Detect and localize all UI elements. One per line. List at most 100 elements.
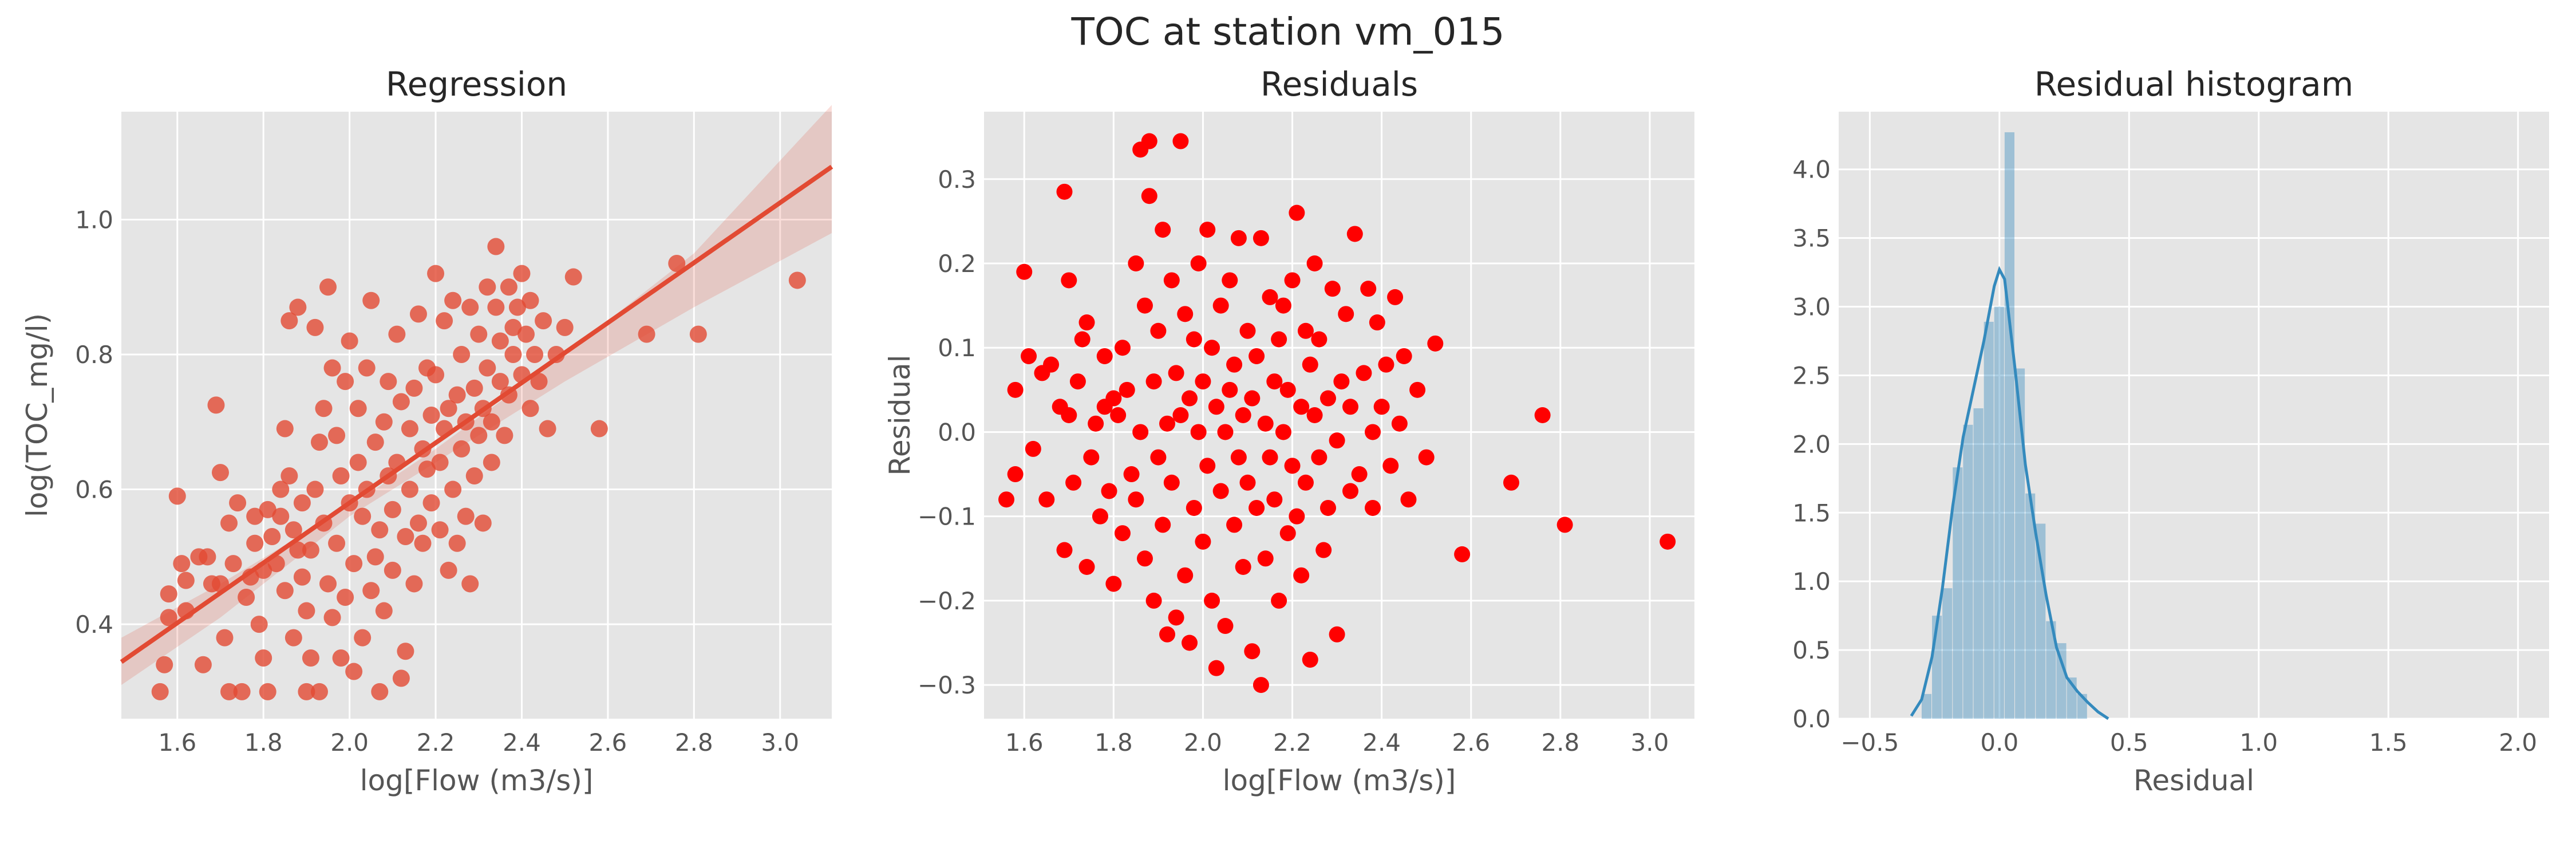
data-point [401, 420, 418, 438]
data-point [1365, 499, 1381, 516]
data-point [1338, 306, 1354, 322]
data-point [1061, 407, 1077, 423]
data-point [1096, 348, 1113, 364]
data-point [302, 649, 319, 667]
data-point [1105, 576, 1122, 592]
data-point [1306, 255, 1323, 271]
data-point [521, 400, 539, 417]
data-point [216, 629, 234, 647]
data-point [280, 312, 298, 330]
data-point [1163, 474, 1180, 491]
data-point [1271, 331, 1287, 348]
data-point [1289, 204, 1305, 221]
data-point [1182, 635, 1198, 651]
data-point [1387, 289, 1404, 305]
histogram-bar [1953, 467, 1963, 719]
y-tick-label: 0.0 [1792, 705, 1831, 733]
y-tick-label: 0.4 [75, 610, 113, 639]
data-point [1123, 466, 1140, 483]
data-point [401, 480, 418, 498]
data-point [177, 572, 195, 589]
data-point [1114, 340, 1131, 356]
data-point [1190, 424, 1207, 440]
x-tick-label: 3.0 [761, 728, 799, 756]
y-tick-label: 0.2 [938, 250, 976, 278]
data-point [1365, 424, 1381, 440]
y-tick-label: 2.5 [1792, 361, 1831, 389]
data-point [1293, 399, 1310, 415]
data-point [508, 298, 526, 316]
x-tick-label: 2.6 [1452, 728, 1490, 756]
data-point [1212, 297, 1229, 314]
data-point [461, 575, 479, 593]
data-point [479, 359, 496, 377]
data-point [1235, 407, 1251, 423]
data-point [349, 454, 367, 471]
data-point [310, 434, 328, 451]
data-point [392, 393, 410, 411]
data-point [422, 407, 440, 424]
data-point [1329, 626, 1345, 643]
data-point [535, 312, 552, 330]
x-tick-label: 0.0 [1980, 728, 2018, 756]
data-point [276, 420, 294, 438]
data-point [1172, 133, 1189, 149]
residuals-y-axis-label: Residual [883, 354, 916, 475]
data-point [267, 555, 285, 573]
data-point [255, 561, 272, 579]
regression-panel: 1.6 1.8 2.0 2.2 2.4 2.6 2.8 3.0 0.4 0.6 0.8 1.0 Re… [21, 65, 833, 797]
data-point [1319, 390, 1336, 407]
data-point [323, 359, 341, 377]
data-point [409, 514, 427, 532]
data-point [1177, 567, 1194, 584]
data-point [1262, 289, 1278, 305]
data-point [1311, 449, 1327, 466]
data-point [1289, 508, 1305, 525]
data-point [1061, 272, 1077, 289]
data-point [436, 420, 453, 438]
data-point [1078, 314, 1095, 331]
data-point [276, 582, 294, 600]
data-point [375, 602, 393, 620]
data-point [1418, 449, 1435, 466]
data-point [1226, 356, 1243, 373]
data-point [1141, 133, 1157, 149]
data-point [362, 582, 380, 600]
data-point [289, 298, 307, 316]
data-point [788, 271, 806, 289]
residual-histogram-panel: −0.5 0.0 0.5 1.0 1.5 2.0 0.0 0.5 1.0 1.5 2.0 2.5 3.… [1792, 65, 2549, 797]
data-point [263, 528, 281, 545]
data-point [345, 663, 363, 680]
y-tick-label: 3.0 [1792, 293, 1831, 321]
data-point [1351, 466, 1368, 483]
data-point [1302, 651, 1318, 668]
data-point [1244, 643, 1261, 660]
data-point [427, 366, 445, 384]
data-point [371, 521, 389, 539]
data-point [1329, 432, 1345, 449]
data-point [431, 454, 449, 471]
data-point [1069, 373, 1086, 390]
data-point [375, 413, 393, 431]
data-point [1141, 188, 1157, 204]
data-point [1400, 491, 1417, 508]
data-point [349, 400, 367, 417]
data-point [1230, 230, 1247, 246]
data-point [487, 298, 505, 316]
histogram-bar [2077, 693, 2087, 719]
data-point [1382, 458, 1399, 474]
x-tick-label: 1.6 [1005, 728, 1044, 756]
histogram-bar [1942, 588, 1953, 719]
data-point [1177, 306, 1194, 322]
data-point [427, 265, 445, 282]
histogram-x-axis-label: Residual [2134, 764, 2254, 797]
data-point [1145, 373, 1162, 390]
residuals-x-axis-label: log[Flow (m3/s)] [1223, 764, 1456, 797]
data-point [272, 480, 290, 498]
data-point [1078, 559, 1095, 575]
data-point [392, 669, 410, 687]
data-point [483, 413, 500, 431]
data-point [388, 325, 406, 343]
histogram-bar [2025, 493, 2036, 719]
data-point [504, 346, 522, 363]
